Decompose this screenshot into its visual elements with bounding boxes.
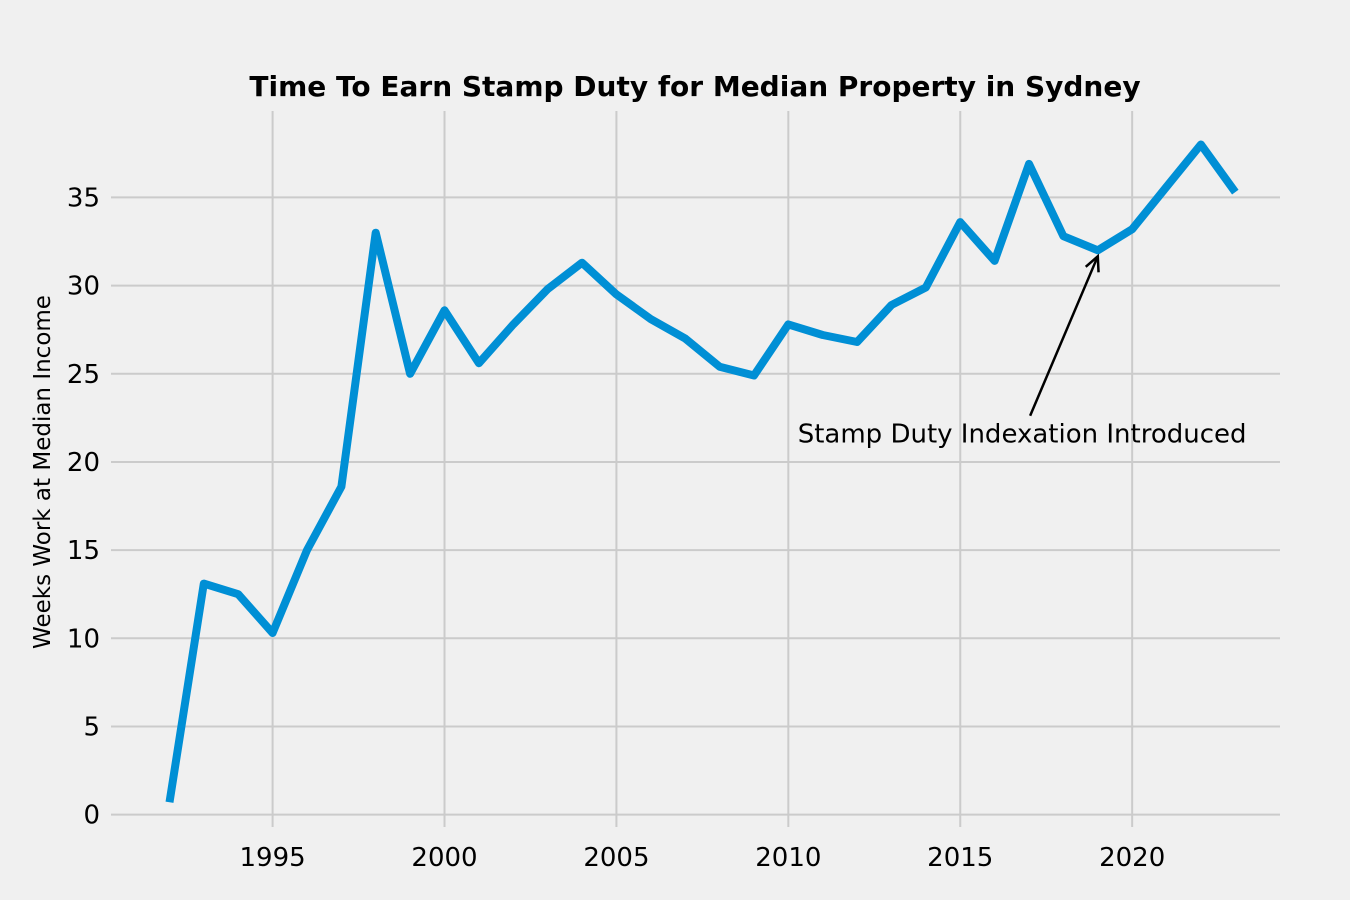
x-tick-label-2010: 2010 [755, 843, 821, 873]
y-tick-label-15: 15 [67, 536, 100, 566]
annotation-layer: Stamp Duty Indexation Introduced [798, 253, 1247, 450]
annotation-arrow-head [1084, 253, 1100, 273]
series-line [165, 140, 1239, 803]
annotation-text: Stamp Duty Indexation Introduced [798, 420, 1247, 450]
chart-title: Time To Earn Stamp Duty for Median Prope… [249, 70, 1140, 103]
y-tick-label-30: 30 [67, 272, 100, 302]
y-tick-label-35: 35 [67, 183, 100, 213]
x-tick-label-1995: 1995 [240, 843, 306, 873]
tick-labels: 0 5 10 15 20 25 30 35 1995 2000 2005 2010 2015 2020 [67, 183, 1165, 873]
y-tick-label-0: 0 [83, 801, 100, 831]
x-tick-label-2005: 2005 [583, 843, 649, 873]
y-tick-label-20: 20 [67, 448, 100, 478]
x-tick-label-2015: 2015 [927, 843, 993, 873]
y-axis-label: Weeks Work at Median Income [30, 295, 56, 649]
x-tick-label-2000: 2000 [411, 843, 477, 873]
y-tick-label-10: 10 [67, 624, 100, 654]
y-tick-label-25: 25 [67, 360, 100, 390]
y-tick-label-5: 5 [83, 712, 100, 742]
series-layer [165, 140, 1239, 803]
grid-lines [111, 111, 1280, 827]
x-tick-label-2020: 2020 [1099, 843, 1165, 873]
annotation-arrow-line [1028, 255, 1099, 417]
